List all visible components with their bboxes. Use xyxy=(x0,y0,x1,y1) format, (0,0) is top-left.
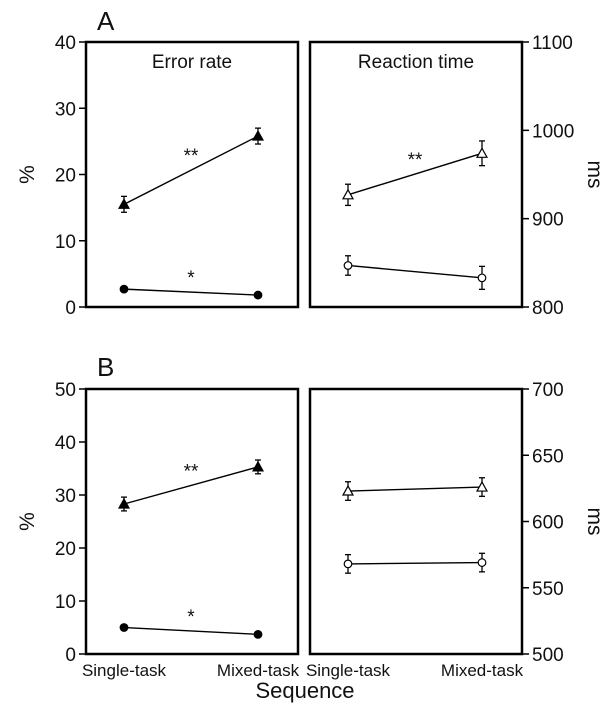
data-point-triangle xyxy=(251,460,265,472)
significance-marker: * xyxy=(187,268,195,289)
y-axis-label: % xyxy=(16,512,39,531)
data-point-circle xyxy=(119,623,129,632)
x-tick-label: Mixed-task xyxy=(217,661,300,680)
series-line xyxy=(123,626,259,636)
data-point-triangle xyxy=(117,497,131,509)
y-tick-label: 50 xyxy=(55,380,76,401)
data-point-circle xyxy=(343,261,353,270)
data-point-circle xyxy=(477,558,487,567)
y-tick-label: 1100 xyxy=(532,33,573,54)
significance-marker: ** xyxy=(184,461,199,482)
panel-title: Reaction time xyxy=(358,52,474,73)
data-point-triangle xyxy=(341,188,355,200)
data-point-circle xyxy=(119,284,129,294)
data-point-circle xyxy=(343,559,353,569)
y-tick-label: 650 xyxy=(532,446,564,467)
y-tick-label: 0 xyxy=(65,645,76,666)
panel-title: Error rate xyxy=(152,52,232,73)
series-line xyxy=(347,264,483,279)
plot-frame xyxy=(84,387,300,656)
series-line xyxy=(123,466,259,505)
panel-b-right: 500 550 600 650 700 ms Single-task Mixed-task xyxy=(306,380,606,680)
y-tick-label: 500 xyxy=(532,645,564,666)
data-point-triangle xyxy=(475,147,489,158)
panel-letter-a: A xyxy=(97,6,115,36)
x-tick-label: Single-task xyxy=(306,661,391,680)
significance-marker: ** xyxy=(184,146,199,167)
data-point-triangle xyxy=(341,484,355,496)
y-tick-label: 600 xyxy=(532,513,564,534)
panel-a-right: Reaction time 800 900 1000 1100 ms ** xyxy=(308,33,606,319)
y-tick-label: 30 xyxy=(55,486,76,507)
y-axis-label: ms xyxy=(583,508,606,536)
y-tick-label: 20 xyxy=(55,539,76,560)
data-point-circle xyxy=(253,290,263,300)
data-point-circle xyxy=(253,629,263,639)
y-tick-label: 0 xyxy=(65,298,76,319)
series-line xyxy=(123,288,259,296)
plot-frame xyxy=(308,387,524,656)
data-point-circle xyxy=(477,273,487,283)
x-tick-label: Mixed-task xyxy=(441,661,524,680)
y-tick-label: 1000 xyxy=(532,121,574,142)
x-axis-title: Sequence xyxy=(255,678,354,703)
series-line xyxy=(347,561,483,565)
y-tick-label: 10 xyxy=(55,592,76,613)
y-tick-label: 40 xyxy=(55,433,76,454)
x-tick-label: Single-task xyxy=(82,661,167,680)
series-line xyxy=(347,152,483,196)
y-axis-label: % xyxy=(16,165,39,184)
y-tick-label: 40 xyxy=(55,33,76,54)
y-tick-label: 550 xyxy=(532,579,564,600)
y-axis-label: ms xyxy=(583,161,606,189)
y-tick-label: 20 xyxy=(55,166,76,187)
y-tick-label: 900 xyxy=(532,210,564,231)
y-tick-label: 30 xyxy=(55,99,76,120)
data-point-triangle xyxy=(475,480,489,492)
series-line xyxy=(123,135,259,205)
y-tick-label: 10 xyxy=(55,232,76,253)
plot-frame xyxy=(308,40,524,309)
panel-letter-b: B xyxy=(97,352,114,382)
significance-marker: ** xyxy=(408,150,423,171)
y-tick-label: 800 xyxy=(532,298,564,319)
data-point-triangle xyxy=(251,129,265,141)
series-line xyxy=(347,486,483,492)
significance-marker: * xyxy=(187,607,195,628)
data-point-triangle xyxy=(117,198,131,209)
y-tick-label: 700 xyxy=(532,380,564,401)
